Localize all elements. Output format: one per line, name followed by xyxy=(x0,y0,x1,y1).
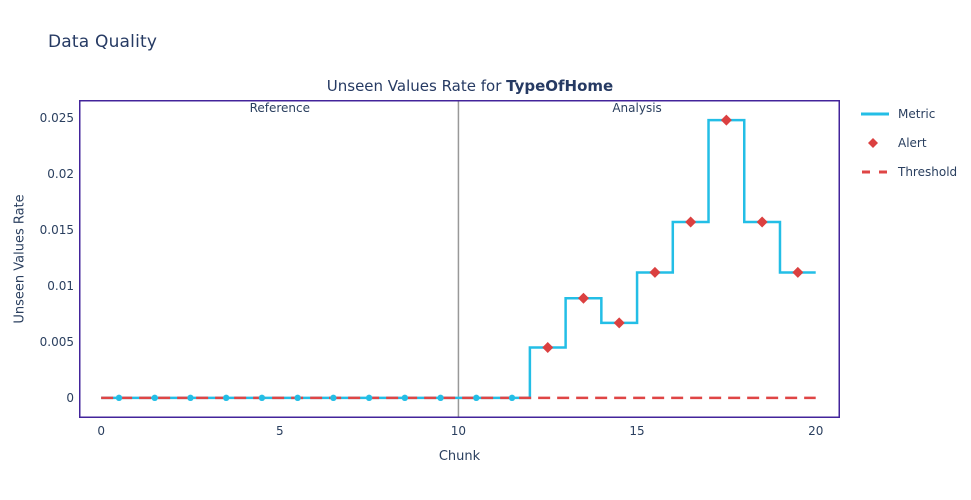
metric-marker[interactable] xyxy=(508,394,516,402)
metric-marker[interactable] xyxy=(151,394,158,402)
alert-marker[interactable] xyxy=(756,216,768,228)
y-tick-label: 0.025 xyxy=(39,110,74,125)
metric-marker[interactable] xyxy=(365,394,373,402)
x-tick-label: 0 xyxy=(97,424,105,438)
legend-item-metric[interactable]: Metric xyxy=(860,103,957,125)
metric-step-line[interactable] xyxy=(101,118,816,400)
line-swatch-icon xyxy=(861,112,889,116)
metric-marker[interactable] xyxy=(330,394,337,402)
legend-label: Alert xyxy=(898,136,927,150)
analysis-region-label: Analysis xyxy=(612,101,662,115)
alert-marker[interactable] xyxy=(685,216,697,228)
legend: Metric Alert Threshold xyxy=(860,103,957,183)
x-tick-label: 20 xyxy=(808,424,824,438)
chart-title: Unseen Values Rate for TypeOfHome xyxy=(0,77,940,95)
x-axis-title: Chunk xyxy=(438,449,481,464)
dash-swatch-icon xyxy=(862,170,888,174)
y-tick-label: 0 xyxy=(66,390,74,405)
plot-border xyxy=(79,100,840,418)
y-tick-label: 0.01 xyxy=(47,278,74,293)
metric-marker[interactable] xyxy=(258,394,266,402)
y-tick-label: 0.015 xyxy=(39,222,74,237)
diamond-swatch-icon xyxy=(868,138,878,148)
metric-marker[interactable] xyxy=(401,394,409,402)
y-tick-label: 0.02 xyxy=(47,166,74,181)
x-tick-label: 5 xyxy=(275,424,284,438)
alert-marker[interactable] xyxy=(577,292,589,304)
metric-marker[interactable] xyxy=(222,394,230,402)
metric-marker[interactable] xyxy=(187,394,194,402)
legend-label: Threshold xyxy=(898,165,958,179)
alert-marker[interactable] xyxy=(720,114,732,126)
metric-marker[interactable] xyxy=(294,394,301,402)
metric-marker[interactable] xyxy=(115,394,123,402)
x-tick-label: 10 xyxy=(450,424,467,438)
alert-marker[interactable] xyxy=(542,341,554,353)
legend-item-alert[interactable]: Alert xyxy=(860,132,957,154)
alert-marker[interactable] xyxy=(649,266,661,278)
chart-title-feature: TypeOfHome xyxy=(506,77,614,95)
legend-label: Metric xyxy=(898,107,936,121)
legend-item-threshold[interactable]: Threshold xyxy=(860,161,957,183)
metric-marker[interactable] xyxy=(473,394,480,402)
y-tick-label: 0.005 xyxy=(39,334,74,349)
reference-region-label: Reference xyxy=(249,101,310,115)
x-tick-label: 15 xyxy=(629,424,645,438)
y-axis-title: Unseen Values Rate xyxy=(12,194,28,324)
page-title: Data Quality xyxy=(48,32,158,52)
metric-marker[interactable] xyxy=(437,394,444,402)
step-line-plot[interactable] xyxy=(79,100,840,418)
alert-marker[interactable] xyxy=(613,317,625,329)
chart-title-prefix: Unseen Values Rate for xyxy=(326,77,507,95)
alert-marker[interactable] xyxy=(792,266,804,278)
